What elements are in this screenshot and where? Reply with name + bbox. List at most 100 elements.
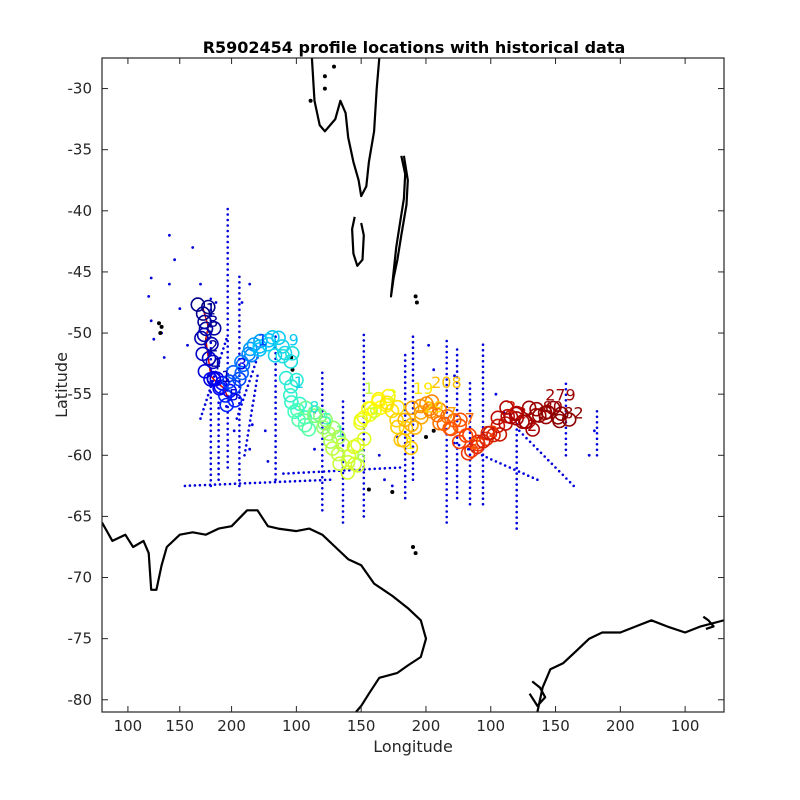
profile-number-label: 2 [208, 336, 218, 355]
historical-point [341, 488, 345, 491]
historical-point [274, 406, 277, 410]
historical-point [362, 476, 366, 480]
profile-number-label: 5 [229, 385, 239, 404]
historical-point [445, 400, 449, 403]
historical-point [238, 407, 242, 411]
historical-point [455, 375, 459, 379]
historical-point [341, 400, 345, 403]
historical-point [481, 464, 485, 468]
chart-title: R5902454 profile locations with historic… [203, 38, 626, 57]
historical-point [263, 481, 267, 484]
historical-point [218, 483, 222, 486]
historical-point [445, 510, 449, 513]
y-tick-label: -75 [68, 630, 93, 648]
historical-point [219, 356, 222, 360]
historical-point [328, 478, 332, 482]
historical-point [403, 414, 407, 417]
historical-point [238, 286, 241, 290]
historical-point [211, 379, 214, 383]
historical-point [253, 481, 257, 485]
historical-point [209, 413, 213, 416]
historical-point [362, 504, 366, 507]
historical-point [226, 235, 229, 238]
historical-point [526, 474, 530, 478]
historical-point [226, 416, 229, 420]
profile-marker [552, 413, 567, 429]
historical-point [274, 401, 277, 405]
profile-marker [201, 299, 216, 315]
historical-point [445, 356, 449, 359]
historical-point [217, 439, 220, 443]
historical-point [217, 478, 220, 482]
historical-point [226, 306, 229, 310]
historical-point [303, 479, 307, 483]
y-tick-label: -60 [68, 446, 93, 464]
historical-point [199, 282, 202, 286]
historical-point [362, 377, 366, 381]
historical-point [362, 498, 366, 502]
historical-point [445, 345, 449, 348]
historical-point [411, 467, 415, 471]
historical-point [377, 453, 381, 457]
historical-point [246, 434, 250, 437]
coastline-island [424, 435, 428, 439]
historical-point [595, 432, 599, 435]
historical-point [209, 424, 213, 427]
x-tick-label: 100 [282, 717, 311, 735]
historical-point [480, 454, 484, 457]
historical-point [226, 284, 229, 288]
historical-point [411, 445, 415, 449]
profile-marker [325, 441, 340, 456]
historical-point [383, 467, 387, 470]
profile-marker [389, 412, 404, 428]
historical-point [341, 504, 345, 508]
historical-point [341, 405, 345, 409]
historical-point [321, 443, 324, 446]
historical-point [256, 374, 259, 378]
historical-point [362, 509, 366, 513]
historical-point [226, 422, 229, 425]
profile-marker [234, 354, 249, 370]
historical-point [238, 297, 241, 301]
historical-point [481, 502, 485, 506]
historical-point [225, 337, 228, 341]
historical-point [244, 449, 247, 452]
historical-point [515, 516, 518, 519]
historical-point [593, 429, 596, 433]
historical-point [341, 427, 345, 431]
historical-point [455, 452, 459, 456]
historical-point [515, 450, 518, 453]
historical-point [341, 510, 345, 513]
profile-marker [404, 400, 420, 416]
historical-point [362, 372, 366, 375]
historical-point [209, 347, 213, 350]
historical-point [341, 416, 345, 420]
historical-point [226, 240, 229, 244]
historical-point [455, 386, 459, 390]
historical-point [274, 395, 277, 399]
historical-point [445, 367, 449, 370]
historical-point [532, 444, 536, 447]
historical-point [321, 487, 324, 490]
historical-point [217, 401, 220, 405]
historical-point [321, 481, 324, 485]
profile-marker [267, 348, 283, 363]
historical-point [455, 441, 459, 445]
historical-point [341, 482, 345, 486]
historical-point [362, 487, 366, 491]
historical-point [168, 233, 171, 237]
x-tick-label: 200 [412, 717, 441, 735]
profile-marker [198, 321, 214, 337]
historical-point [445, 350, 449, 354]
historical-point [202, 408, 205, 411]
historical-point [445, 378, 449, 381]
historical-point [411, 384, 415, 388]
historical-point [455, 408, 459, 412]
historical-point [186, 343, 189, 347]
historical-point [288, 480, 292, 483]
historical-point [307, 471, 311, 474]
historical-point [226, 317, 229, 321]
historical-point [226, 438, 229, 442]
historical-point [521, 433, 525, 436]
historical-point [515, 433, 518, 437]
